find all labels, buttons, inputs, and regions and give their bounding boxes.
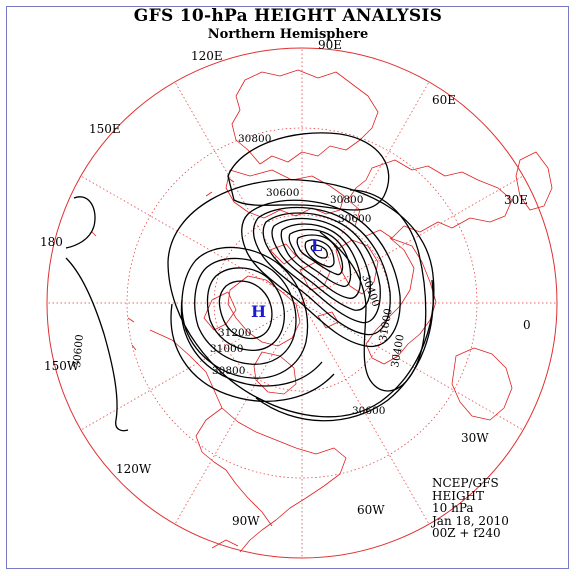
- longitude-labels: 90E 60E 30E 0 30W 60W 90W 120W 150W 180 …: [40, 38, 531, 528]
- coastline-africa-north: [451, 347, 513, 421]
- contour-31000-south: [180, 299, 323, 387]
- info-source: NCEP/GFS: [432, 476, 499, 490]
- contour-low-ring-5: [280, 223, 362, 299]
- longitude-label-120w: 120W: [116, 462, 152, 476]
- contour-label: 30800: [238, 133, 271, 145]
- longitude-label-120e: 120E: [191, 49, 223, 63]
- contour-high-ring-2: [194, 257, 297, 365]
- contour-high-ring-4: [218, 280, 273, 340]
- contour-label: 31200: [218, 327, 251, 339]
- contour-30800-north: [227, 132, 390, 211]
- contour-label: 31000: [210, 343, 243, 355]
- contour-label: 30600: [338, 213, 371, 225]
- longitude-label-150e: 150E: [89, 122, 121, 136]
- contour-label: 30600: [71, 334, 86, 368]
- meridians: [47, 48, 557, 558]
- coastlines: [91, 69, 553, 553]
- longitude-label-30w: 30W: [461, 431, 489, 445]
- contour-low-ring-7: [296, 234, 344, 276]
- high-center-marker: H: [251, 302, 266, 321]
- map-subtitle: Northern Hemisphere: [207, 27, 369, 42]
- coastline-islands-pacific: [91, 177, 235, 351]
- longitude-label-150w: 150W: [44, 359, 80, 373]
- contour-label: 30800: [330, 194, 363, 206]
- info-block: NCEP/GFS HEIGHT 10 hPa Jan 18, 2010 00Z …: [432, 477, 509, 540]
- contour-label: 30600: [266, 187, 299, 199]
- longitude-label-60w: 60W: [357, 503, 385, 517]
- coastline-asia-east: [231, 69, 379, 165]
- longitude-label-30e: 30E: [504, 193, 528, 207]
- latitude-circle-30n: [126, 127, 478, 479]
- contour-30400-trough: [319, 189, 427, 392]
- contour-30800-south: [170, 303, 335, 402]
- contour-label: 30600: [352, 405, 385, 417]
- contour-label: 30400: [389, 334, 407, 369]
- contour-low-ring-2: [252, 206, 391, 336]
- coastline-scandinavia: [335, 239, 379, 295]
- contour-30600-southeast: [255, 279, 434, 422]
- longitude-label-0: 0: [523, 318, 531, 332]
- info-field: HEIGHT: [432, 488, 485, 503]
- coastline-europe: [365, 237, 437, 365]
- contour-low-ring-4: [271, 217, 371, 311]
- contour-30600-outer: [167, 179, 435, 418]
- contour-low-ring-1: [241, 199, 401, 348]
- hemisphere-boundary: [46, 47, 558, 559]
- longitude-label-90e: 90E: [318, 38, 342, 52]
- contour-low-ring-6: [288, 228, 352, 288]
- low-center-marker: L: [311, 236, 322, 255]
- coastline-north-america: [149, 329, 347, 553]
- longitude-label-60e: 60E: [432, 93, 456, 107]
- contour-high-ring-1: [181, 246, 309, 379]
- contour-labels: 30800 30600 30800 30600 30400 31200 3100…: [71, 133, 407, 417]
- contour-high-ring-3: [206, 267, 285, 352]
- longitude-label-90w: 90W: [232, 514, 260, 528]
- coastline-greenland: [227, 275, 301, 347]
- contour-low-ring-9: [310, 244, 328, 259]
- map-title: GFS 10-hPa HEIGHT ANALYSIS: [133, 6, 443, 26]
- contour-label: 31000: [377, 308, 395, 343]
- coastline-central-america: [211, 483, 273, 549]
- height-contours: [65, 132, 435, 432]
- contour-low-ring-3: [262, 212, 381, 324]
- info-date: Jan 18, 2010: [432, 513, 509, 528]
- coastline-hudson-bay: [253, 351, 297, 395]
- coastline-eurasia-north: [347, 159, 513, 239]
- contour-30600-pacific: [65, 257, 129, 432]
- coastline-arabia: [515, 151, 553, 211]
- contour-label: 30800: [212, 365, 245, 377]
- longitude-label-180: 180: [40, 235, 63, 249]
- contour-low-ring-8: [304, 239, 335, 268]
- info-cycle: 00Z + f240: [432, 526, 501, 540]
- info-level: 10 hPa: [432, 501, 474, 515]
- coastline-siberia: [225, 169, 345, 219]
- contour-30600-west: [65, 196, 96, 249]
